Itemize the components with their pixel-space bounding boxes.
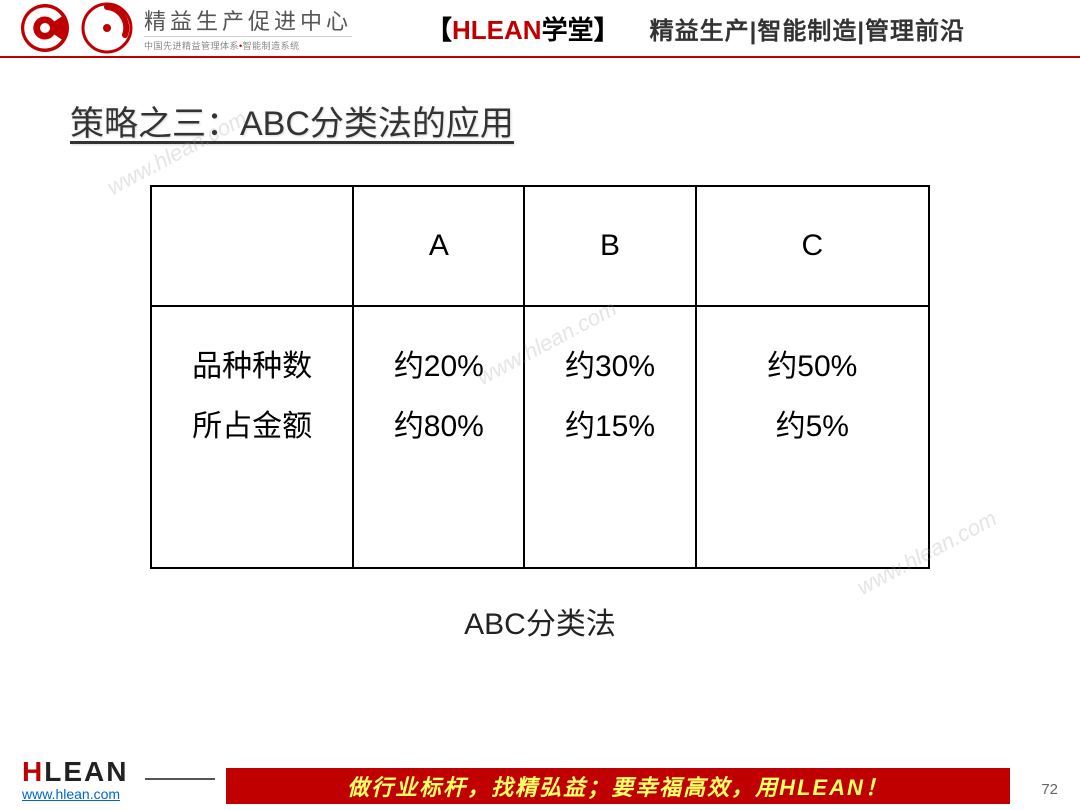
logo-ring-icon bbox=[80, 1, 134, 55]
table-header-a: A bbox=[353, 186, 524, 306]
footer-logo-text: HLEAN bbox=[22, 758, 128, 786]
abc-table-container: A B C 品种种数 所占金额 约20% 约80% bbox=[150, 185, 930, 643]
header: 精益生产促进中心 中国先进精益管理体系•智能制造系统 【HLEAN学堂】 精益生… bbox=[0, 0, 1080, 58]
row-label-0: 品种种数 bbox=[152, 337, 352, 397]
cell-c-1: 约5% bbox=[697, 397, 928, 457]
logo-text: 精益生产促进中心 中国先进精益管理体系•智能制造系统 bbox=[144, 4, 352, 52]
header-right-text: 精益生产|智能制造|管理前沿 bbox=[650, 11, 965, 46]
cell-b-0: 约30% bbox=[525, 337, 694, 397]
col-b-cell: 约30% 约15% bbox=[524, 306, 695, 568]
footer: HLEAN www.hlean.com 做行业标杆，找精弘益；要幸福高效，用HL… bbox=[0, 758, 1080, 810]
col-a-cell: 约20% 约80% bbox=[353, 306, 524, 568]
table-header-b: B bbox=[524, 186, 695, 306]
cell-c-0: 约50% bbox=[697, 337, 928, 397]
cell-a-1: 约80% bbox=[354, 397, 523, 457]
logo-area: 精益生产促进中心 中国先进精益管理体系•智能制造系统 bbox=[0, 1, 400, 55]
table-caption: ABC分类法 bbox=[150, 599, 930, 643]
table-header-c: C bbox=[696, 186, 929, 306]
bracket-left: 【 bbox=[426, 15, 452, 45]
table-body-row: 品种种数 所占金额 约20% 约80% 约30% 约15% bbox=[151, 306, 929, 568]
xuetang-text: 学堂 bbox=[542, 15, 594, 45]
logo-sub-suffix: 智能制造系统 bbox=[243, 41, 300, 51]
cell-b-1: 约15% bbox=[525, 397, 694, 457]
logo-sub-text: 中国先进精益管理体系•智能制造系统 bbox=[144, 36, 352, 52]
table-header-row: A B C bbox=[151, 186, 929, 306]
footer-h: H bbox=[22, 756, 44, 787]
logo-c-icon bbox=[18, 1, 72, 55]
cell-a-0: 约20% bbox=[354, 337, 523, 397]
row-labels-cell: 品种种数 所占金额 bbox=[151, 306, 353, 568]
footer-url: www.hlean.com bbox=[22, 786, 128, 802]
slide-title: 策略之三：ABC分类法的应用 bbox=[70, 96, 1010, 145]
footer-line bbox=[145, 778, 215, 780]
logo-main-text: 精益生产促进中心 bbox=[144, 4, 352, 36]
hlean-text: HLEAN bbox=[452, 15, 542, 45]
table-header-empty bbox=[151, 186, 353, 306]
header-center: 【HLEAN学堂】 bbox=[426, 10, 620, 47]
footer-lean: LEAN bbox=[44, 756, 128, 787]
footer-banner: 做行业标杆，找精弘益；要幸福高效，用HLEAN！ bbox=[226, 768, 1010, 804]
main-content: 策略之三：ABC分类法的应用 A B C 品种种数 所占金额 约20% bbox=[0, 58, 1080, 643]
logo-sub-prefix: 中国先进精益管理体系 bbox=[144, 41, 239, 51]
bracket-right: 】 bbox=[594, 15, 620, 45]
page-number: 72 bbox=[1041, 781, 1058, 798]
footer-logo: HLEAN www.hlean.com bbox=[22, 758, 128, 802]
row-label-1: 所占金额 bbox=[152, 397, 352, 457]
col-c-cell: 约50% 约5% bbox=[696, 306, 929, 568]
abc-table: A B C 品种种数 所占金额 约20% 约80% bbox=[150, 185, 930, 569]
